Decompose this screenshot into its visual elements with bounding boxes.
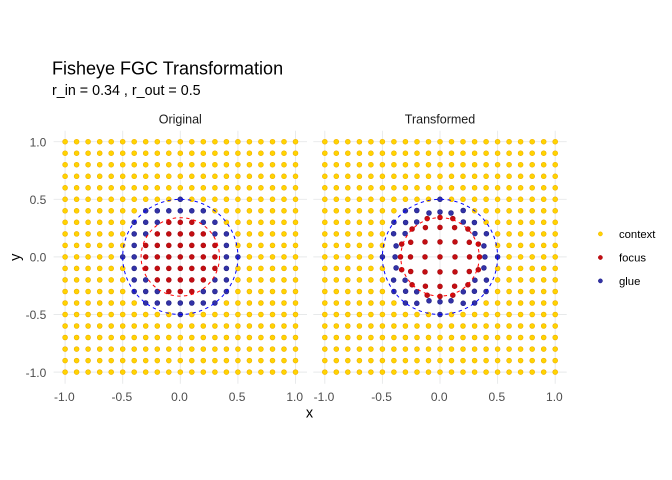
svg-text:0.0: 0.0 (30, 251, 47, 265)
svg-text:-0.5: -0.5 (26, 308, 47, 322)
svg-text:y: y (8, 253, 24, 261)
svg-text:-1.0: -1.0 (26, 366, 47, 380)
svg-text:0.5: 0.5 (229, 390, 246, 404)
svg-text:0.0: 0.0 (171, 390, 188, 404)
svg-text:Fisheye FGC Transformation: Fisheye FGC Transformation (52, 58, 283, 78)
svg-text:-0.5: -0.5 (112, 390, 133, 404)
svg-text:-0.5: -0.5 (371, 390, 392, 404)
svg-text:-1.0: -1.0 (314, 390, 335, 404)
svg-text:0.0: 0.0 (431, 390, 448, 404)
svg-text:-1.0: -1.0 (54, 390, 75, 404)
svg-text:r_in = 0.34 , r_out = 0.5: r_in = 0.34 , r_out = 0.5 (52, 83, 201, 99)
svg-text:Transformed: Transformed (405, 113, 475, 127)
svg-text:1.0: 1.0 (286, 390, 303, 404)
svg-text:1.0: 1.0 (546, 390, 563, 404)
svg-text:Original: Original (159, 113, 202, 127)
svg-text:focus: focus (619, 253, 646, 265)
svg-text:1.0: 1.0 (30, 135, 47, 149)
svg-text:0.5: 0.5 (488, 390, 505, 404)
svg-text:context: context (619, 229, 656, 241)
svg-text:glue: glue (619, 276, 640, 288)
svg-text:x: x (306, 406, 314, 422)
svg-text:0.5: 0.5 (30, 193, 47, 207)
